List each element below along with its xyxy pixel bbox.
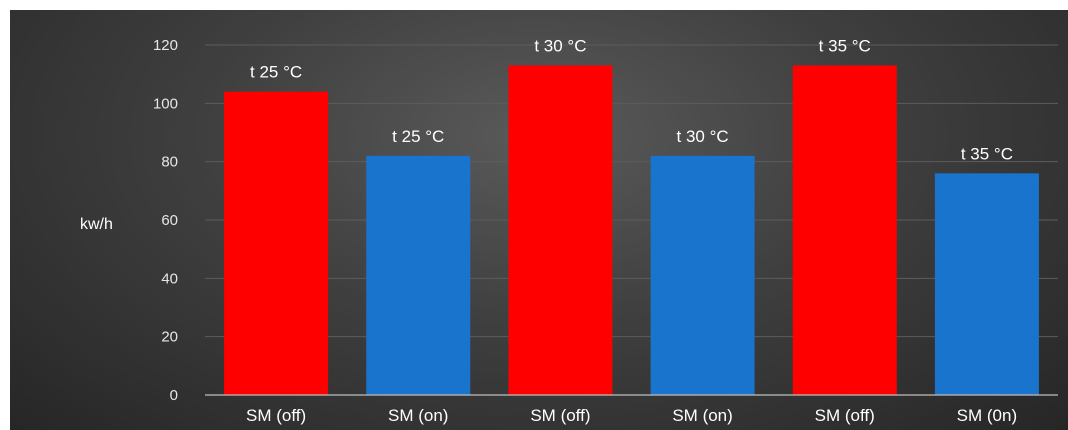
- x-axis-categories: SM (off) SM (on) SM (off) SM (on) SM (off) SM…: [246, 406, 1017, 425]
- bar: [366, 155, 471, 395]
- y-tick-label: 40: [161, 270, 178, 287]
- x-category-label: SM (on): [388, 406, 448, 425]
- y-tick-label: 120: [153, 37, 178, 54]
- y-tick-label: 100: [153, 95, 178, 112]
- y-tick-label: 20: [161, 329, 178, 346]
- x-category-label: SM (off): [815, 406, 875, 425]
- data-label: t 35 °C: [819, 36, 871, 55]
- y-tick-label: 0: [170, 387, 178, 404]
- bar: [508, 65, 613, 395]
- data-labels: t 25 °C t 25 °C t 30 °C t 30 °C t 35 °C t 35 …: [250, 36, 1013, 163]
- bar: [650, 155, 755, 395]
- y-axis-label: kw/h: [80, 216, 113, 233]
- data-label: t 35 °C: [961, 144, 1013, 163]
- bars: [224, 65, 1039, 396]
- data-label: t 25 °C: [250, 63, 302, 82]
- data-label: t 30 °C: [534, 36, 586, 55]
- x-category-label: SM (on): [672, 406, 732, 425]
- x-category-label: SM (off): [530, 406, 590, 425]
- bar: [934, 173, 1039, 395]
- y-tick-label: 80: [161, 154, 178, 171]
- bar: [224, 91, 329, 396]
- chart-panel: kw/h 0 20 40 60 80 100 120 t 25 °C t 25 °C t 30 …: [10, 10, 1068, 430]
- data-label: t 30 °C: [677, 127, 729, 146]
- y-axis-ticks: 0 20 40 60 80 100 120: [153, 37, 178, 404]
- bar-chart: kw/h 0 20 40 60 80 100 120 t 25 °C t 25 °C t 30 …: [80, 36, 1058, 425]
- x-category-label: SM (0n): [957, 406, 1017, 425]
- x-category-label: SM (off): [246, 406, 306, 425]
- y-tick-label: 60: [161, 212, 178, 229]
- data-label: t 25 °C: [392, 127, 444, 146]
- bar: [792, 65, 897, 395]
- gridlines: [205, 44, 1058, 338]
